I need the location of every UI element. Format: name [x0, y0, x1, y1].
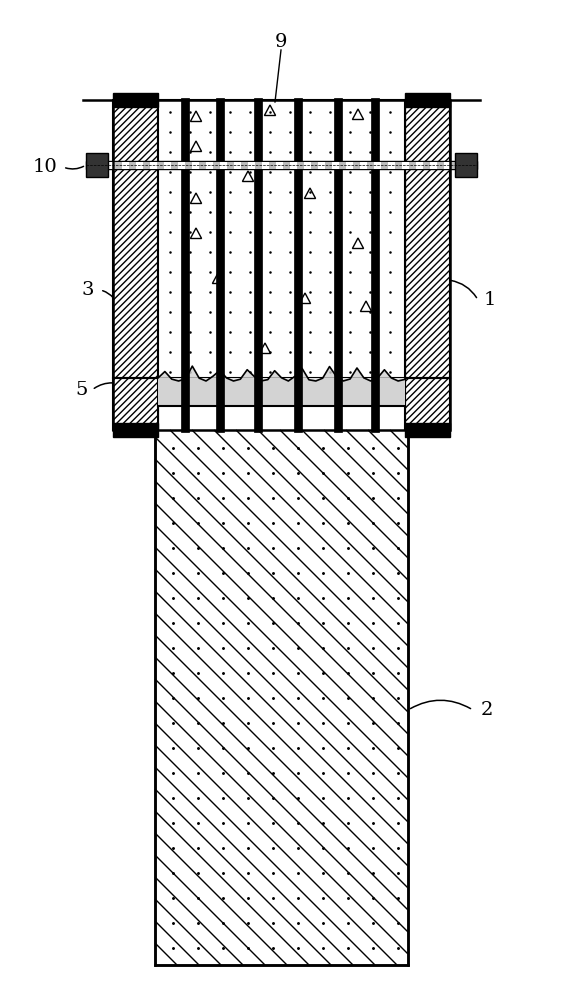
Bar [311, 162, 318, 169]
Bar [360, 162, 367, 169]
Bar [405, 378, 450, 430]
Bar [472, 162, 476, 169]
Bar [254, 98, 262, 432]
Text: 1: 1 [484, 291, 496, 309]
Text: 5: 5 [76, 381, 88, 399]
Bar [155, 430, 408, 965]
Bar [181, 98, 189, 432]
Bar [158, 100, 405, 378]
Bar [458, 162, 465, 169]
Bar [129, 162, 136, 169]
Bar [122, 162, 129, 169]
Bar [113, 100, 158, 378]
Bar [199, 162, 206, 169]
Bar [374, 162, 381, 169]
Bar [164, 162, 171, 169]
Bar [405, 423, 450, 437]
Bar [430, 162, 437, 169]
Bar [465, 162, 472, 169]
Bar [216, 98, 224, 432]
Bar [113, 100, 158, 378]
Bar [451, 162, 458, 169]
Bar [143, 162, 150, 169]
Bar [234, 162, 241, 169]
Bar [185, 162, 192, 169]
Bar [192, 162, 199, 169]
Polygon shape [158, 366, 405, 406]
Bar [213, 162, 220, 169]
Bar [388, 162, 395, 169]
Bar [416, 162, 423, 169]
Bar [405, 378, 450, 430]
Bar [339, 162, 346, 169]
Text: 2: 2 [481, 701, 493, 719]
Bar [101, 162, 108, 169]
Bar [158, 378, 405, 406]
Bar [353, 162, 360, 169]
Bar [371, 98, 379, 432]
Text: 3: 3 [82, 281, 94, 299]
Bar [455, 153, 477, 177]
Bar [346, 162, 353, 169]
Bar [113, 378, 158, 430]
Bar [405, 100, 450, 378]
Bar [87, 162, 94, 169]
Bar [304, 162, 311, 169]
Bar [318, 162, 325, 169]
Bar [113, 378, 158, 430]
Bar [178, 162, 185, 169]
Bar [276, 162, 283, 169]
Bar [157, 162, 164, 169]
Bar [290, 162, 297, 169]
Bar [381, 162, 388, 169]
Bar [444, 162, 451, 169]
Bar [395, 162, 402, 169]
Bar [332, 162, 339, 169]
Bar [86, 153, 108, 177]
Text: 9: 9 [275, 33, 287, 51]
Bar [220, 162, 227, 169]
Bar [255, 162, 262, 169]
Bar [248, 162, 255, 169]
Bar [150, 162, 157, 169]
Bar [283, 162, 290, 169]
Bar [262, 162, 269, 169]
Bar [113, 93, 158, 107]
Bar [269, 162, 276, 169]
Bar [405, 100, 450, 378]
Bar [325, 162, 332, 169]
Text: 10: 10 [33, 158, 57, 176]
Bar [94, 162, 101, 169]
Bar [294, 98, 302, 432]
Bar [227, 162, 234, 169]
Bar [405, 93, 450, 107]
Bar [136, 162, 143, 169]
Bar [402, 162, 409, 169]
Bar [437, 162, 444, 169]
Bar [115, 162, 122, 169]
Bar [206, 162, 213, 169]
Bar [171, 162, 178, 169]
Bar [113, 423, 158, 437]
Bar [86, 161, 477, 169]
Bar [409, 162, 416, 169]
Bar [334, 98, 342, 432]
Bar [297, 162, 304, 169]
Bar [423, 162, 430, 169]
Bar [108, 162, 115, 169]
Bar [241, 162, 248, 169]
Bar [367, 162, 374, 169]
